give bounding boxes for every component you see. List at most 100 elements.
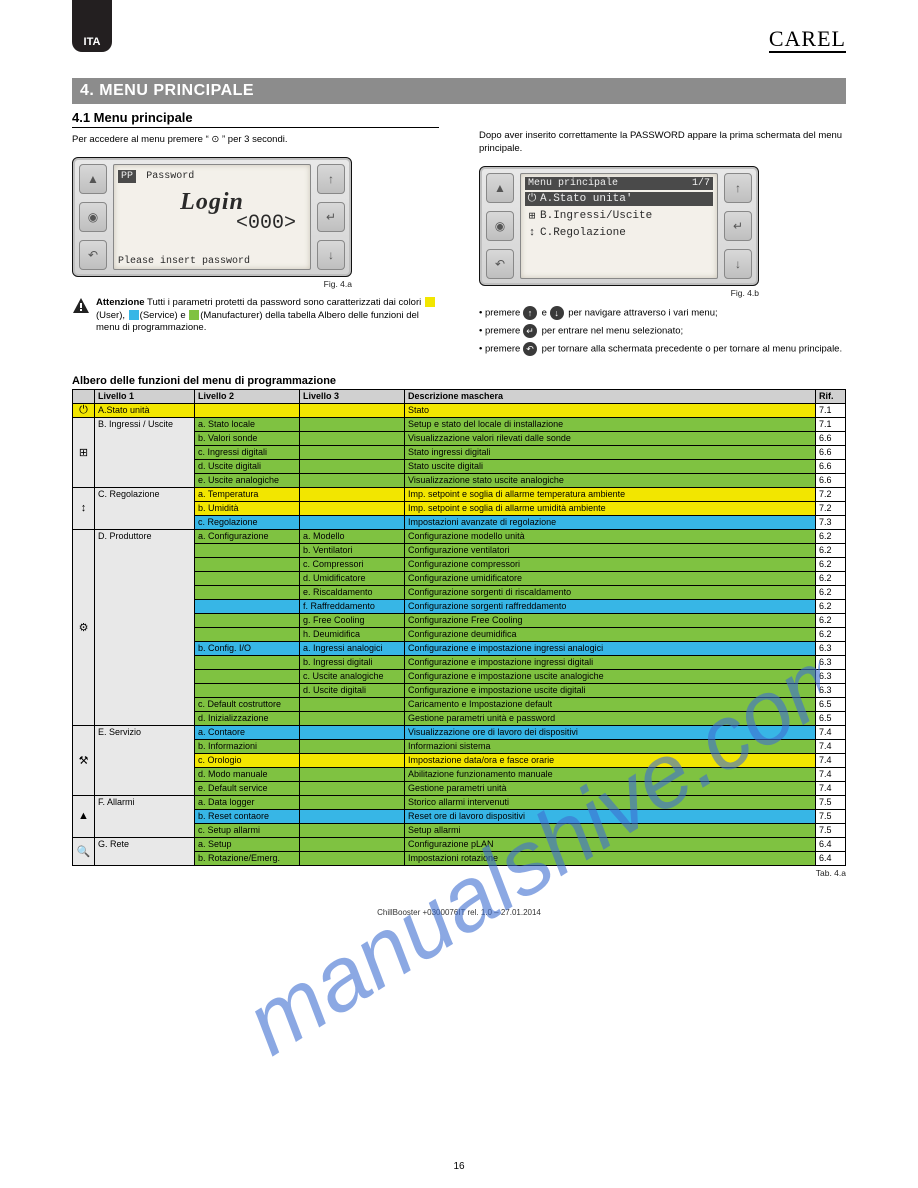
- caution-label: Attenzione: [96, 297, 145, 308]
- row-l3: g. Free Cooling: [300, 613, 405, 627]
- row-l2: a. Setup: [195, 837, 300, 851]
- row-desc: Gestione parametri unità e password: [405, 711, 816, 725]
- row-l2: [195, 571, 300, 585]
- row-desc: Informazioni sistema: [405, 739, 816, 753]
- nav1-post: per navigare attraverso i vari menu;: [568, 307, 717, 318]
- device-btn-down[interactable]: ↓: [317, 240, 345, 270]
- table-row: ⊞B. Ingressi / Uscitea. Stato localeSetu…: [73, 417, 846, 431]
- row-l2: [195, 585, 300, 599]
- subsection-heading: 4.1 Menu principale: [72, 110, 439, 128]
- row-desc: Configurazione e impostazione ingressi a…: [405, 641, 816, 655]
- row-ref: 6.2: [816, 557, 846, 571]
- row-l3: [300, 431, 405, 445]
- row-l2: [195, 683, 300, 697]
- device-btn-up2[interactable]: ↑: [317, 164, 345, 194]
- legend-manufacturer: (Manufacturer): [200, 310, 262, 321]
- row-l1: A.Stato unità: [95, 403, 195, 417]
- device2-btn-up[interactable]: ▲: [486, 173, 514, 203]
- row-ref: 7.4: [816, 767, 846, 781]
- row-l3: [300, 753, 405, 767]
- row-desc: Abilitazione funzionamento manuale: [405, 767, 816, 781]
- row-l3: a. Ingressi analogici: [300, 641, 405, 655]
- row-l3: [300, 459, 405, 473]
- row-l2: e. Uscite analogiche: [195, 473, 300, 487]
- row-desc: Setup allarmi: [405, 823, 816, 837]
- row-ref: 7.4: [816, 739, 846, 753]
- row-desc: Visualizzazione stato uscite analogiche: [405, 473, 816, 487]
- row-desc: Gestione parametri unità: [405, 781, 816, 795]
- row-l3: a. Modello: [300, 529, 405, 543]
- lcd1-title: Password: [143, 170, 197, 183]
- row-ref: 6.3: [816, 655, 846, 669]
- device2-btn-ok[interactable]: ↵: [724, 211, 752, 241]
- enter-icon: ↵: [523, 324, 537, 338]
- row-l3: [300, 403, 405, 417]
- device2-btn-enter[interactable]: ◉: [486, 211, 514, 241]
- lcd-login: PP Password Login <000> Please insert pa…: [113, 164, 311, 270]
- legend-user-chip: [425, 297, 435, 307]
- nav2-post: per entrare nel menu selezionato;: [542, 325, 684, 336]
- legend-service: (Service): [140, 310, 178, 321]
- row-l2: b. Valori sonde: [195, 431, 300, 445]
- row-l3: c. Uscite analogiche: [300, 669, 405, 683]
- row-l2: b. Umidità: [195, 501, 300, 515]
- row-l1: F. Allarmi: [95, 795, 195, 837]
- tree-header-row: Livello 1 Livello 2 Livello 3 Descrizion…: [73, 389, 846, 403]
- lcd1-foot: Please insert password: [118, 256, 306, 267]
- row-desc: Impostazioni rotazione: [405, 851, 816, 865]
- row-ref: 7.2: [816, 487, 846, 501]
- device-btn-up[interactable]: ▲: [79, 164, 107, 194]
- row-l3: [300, 487, 405, 501]
- row-desc: Visualizzazione ore di lavoro dei dispos…: [405, 725, 816, 739]
- table-row: 🔍G. Retea. SetupConfigurazione pLAN6.4: [73, 837, 846, 851]
- lang-code: ITA: [84, 36, 101, 48]
- row-ref: 7.4: [816, 725, 846, 739]
- table-row: ⚙D. Produttorea. Configurazionea. Modell…: [73, 529, 846, 543]
- row-ref: 6.2: [816, 543, 846, 557]
- row-l2: c. Default costruttore: [195, 697, 300, 711]
- row-l3: e. Riscaldamento: [300, 585, 405, 599]
- row-desc: Configurazione compressori: [405, 557, 816, 571]
- caution-text-1: Tutti i parametri protetti da password s…: [147, 297, 421, 308]
- device2-btn-back[interactable]: ↶: [486, 249, 514, 279]
- device-btn-enter[interactable]: ◉: [79, 202, 107, 232]
- row-desc: Configurazione sorgenti raffreddamento: [405, 599, 816, 613]
- th-l2: Livello 2: [195, 389, 300, 403]
- row-l3: [300, 795, 405, 809]
- row-ref: 6.6: [816, 459, 846, 473]
- nav3-post: per tornare alla schermata precedente o …: [542, 344, 842, 355]
- lcd2-item-b: ⊞B.Ingressi/Uscite: [525, 208, 713, 224]
- device2-btn-up2[interactable]: ↑: [724, 173, 752, 203]
- right-lead: Dopo aver inserito correttamente la PASS…: [479, 130, 846, 156]
- row-ref: 6.3: [816, 683, 846, 697]
- row-ref: 6.4: [816, 837, 846, 851]
- row-desc: Visualizzazione valori rilevati dalle so…: [405, 431, 816, 445]
- row-desc: Configurazione Free Cooling: [405, 613, 816, 627]
- table-row: ▲F. Allarmia. Data loggerStorico allarmi…: [73, 795, 846, 809]
- legend-manufacturer-chip: [189, 310, 199, 320]
- device-btn-back[interactable]: ↶: [79, 240, 107, 270]
- device2-btn-down[interactable]: ↓: [724, 249, 752, 279]
- nav1-mid: e: [542, 307, 547, 318]
- row-desc: Setup e stato del locale di installazion…: [405, 417, 816, 431]
- section-heading: 4. MENU PRINCIPALE: [72, 78, 846, 104]
- nav2-pre: premere: [485, 325, 520, 336]
- row-ref: 6.5: [816, 711, 846, 725]
- row-icon: ⊞: [73, 417, 95, 487]
- device-btn-ok[interactable]: ↵: [317, 202, 345, 232]
- row-l2: a. Temperatura: [195, 487, 300, 501]
- table-row: ⚒E. Servizioa. ContaoreVisualizzazione o…: [73, 725, 846, 739]
- row-l3: [300, 837, 405, 851]
- row-ref: 6.2: [816, 585, 846, 599]
- brand-logo: CAREL: [769, 28, 846, 53]
- row-l3: [300, 823, 405, 837]
- row-l2: b. Rotazione/Emerg.: [195, 851, 300, 865]
- device-panel-menu: ▲ ◉ ↶ Menu principale 1/7 ⏻A.Stato unita…: [479, 166, 759, 286]
- row-ref: 7.1: [816, 403, 846, 417]
- row-l3: [300, 767, 405, 781]
- row-ref: 6.2: [816, 627, 846, 641]
- row-icon: ▲: [73, 795, 95, 837]
- row-l3: [300, 473, 405, 487]
- row-l2: c. Setup allarmi: [195, 823, 300, 837]
- row-ref: 6.2: [816, 599, 846, 613]
